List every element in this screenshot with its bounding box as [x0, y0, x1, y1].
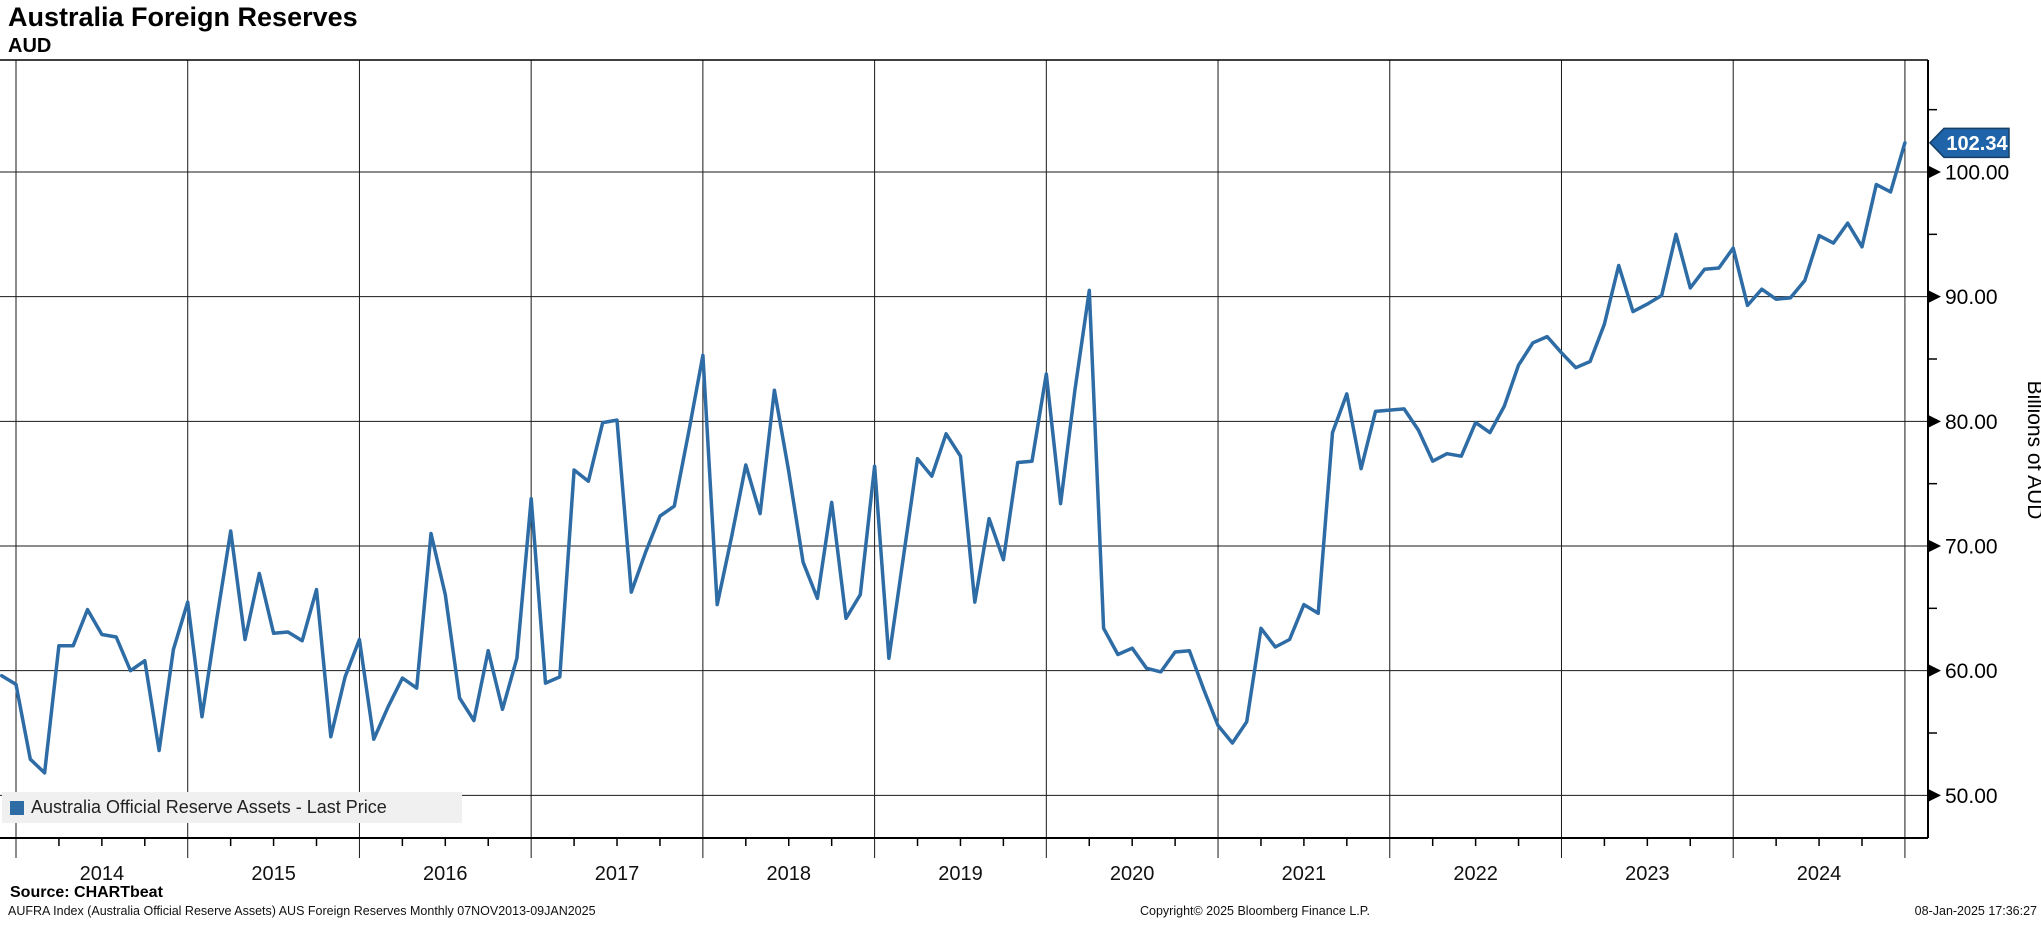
x-year-label: 2024: [1797, 863, 1842, 885]
y-tick-arrow-icon: [1929, 415, 1941, 428]
chart-header: Australia Foreign Reserves AUD: [8, 0, 358, 58]
x-year-label: 2015: [251, 863, 296, 885]
legend-label: Australia Official Reserve Assets - Last…: [31, 797, 387, 817]
source-note: Source: CHARTbeat: [10, 884, 163, 901]
legend-marker-icon: [10, 800, 24, 815]
last-price-badge: [1928, 127, 2010, 159]
y-tick-label: 80.00: [1945, 411, 1998, 434]
footer-description: AUFRA Index (Australia Official Reserve …: [8, 904, 596, 918]
y-tick-label: 90.00: [1945, 286, 1998, 309]
last-price-value: 102.34: [1946, 133, 2008, 155]
y-tick-arrow-icon: [1929, 664, 1941, 677]
x-year-label: 2016: [423, 863, 468, 885]
footer-timestamp: 08-Jan-2025 17:36:27: [1914, 904, 2037, 918]
chart-subtitle: AUD: [8, 35, 52, 57]
footer-copyright: Copyright© 2025 Bloomberg Finance L.P.: [1140, 904, 1370, 918]
x-year-label: 2018: [766, 863, 811, 885]
y-tick-arrow-icon: [1929, 166, 1941, 178]
series-line: [0, 141, 1907, 775]
x-year-label: 2017: [595, 863, 640, 885]
y-tick-label: 70.00: [1945, 536, 1998, 559]
y-tick-arrow-icon: [1929, 290, 1941, 303]
x-year-label: 2019: [938, 863, 983, 885]
x-year-label: 2021: [1282, 863, 1327, 885]
y-tick-arrow-icon: [1929, 789, 1941, 802]
y-tick-arrow-icon: [1929, 540, 1941, 553]
y-tick-label: 100.00: [1945, 162, 2009, 185]
page-title: Australia Foreign Reserves: [8, 2, 358, 32]
x-year-label: 2022: [1453, 863, 1498, 885]
y-axis-title: Billions of AUD: [2023, 381, 2041, 520]
x-year-label: 2020: [1110, 863, 1155, 885]
x-year-label: 2023: [1625, 863, 1670, 885]
y-tick-label: 50.00: [1945, 785, 1998, 808]
x-year-label: 2014: [80, 863, 125, 885]
y-tick-label: 60.00: [1945, 660, 1998, 683]
legend-item[interactable]: Australia Official Reserve Assets - Last…: [2, 792, 462, 823]
